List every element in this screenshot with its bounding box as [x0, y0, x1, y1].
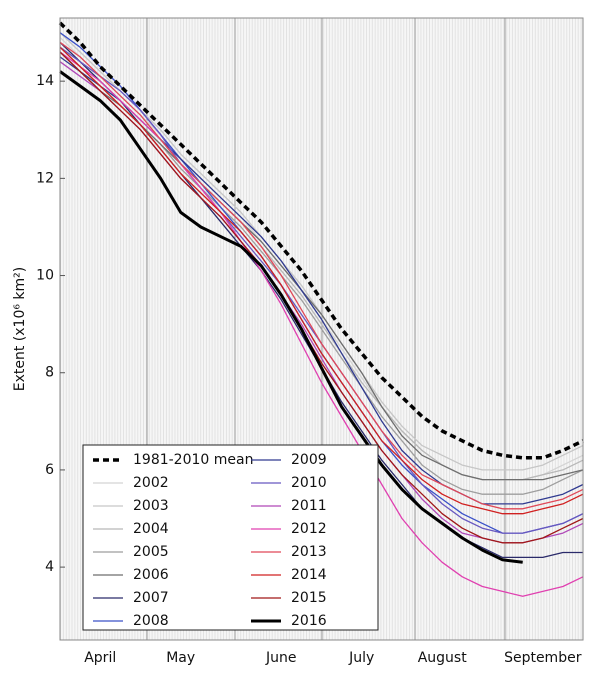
legend-label: 1981-2010 mean: [133, 452, 253, 468]
x-tick-label: July: [348, 650, 374, 666]
legend-box: [82, 444, 379, 631]
y-tick-label: 8: [45, 365, 54, 381]
legend-label: 2012: [291, 521, 327, 537]
x-tick-label: April: [84, 650, 116, 666]
legend: 1981-2010 mean 2002 2003 2004 2005 2006 2007 20…: [82, 444, 379, 631]
y-tick-label: 4: [45, 559, 54, 575]
y-tick-label: 6: [45, 462, 54, 478]
series-line: [59, 51, 584, 544]
legend-label: 2011: [291, 498, 327, 514]
series-line: [59, 41, 584, 510]
legend-label: 2004: [133, 521, 169, 537]
legend-label: 2007: [133, 590, 169, 606]
series-line: [59, 46, 584, 515]
series-line: [58, 21, 584, 460]
legend-label: 2008: [133, 613, 169, 629]
series-line: [59, 51, 584, 597]
y-tick-label: 14: [36, 73, 54, 89]
y-tick-label: 12: [36, 170, 54, 186]
x-tick-label: June: [265, 650, 297, 666]
series-line: [59, 51, 584, 481]
legend-label: 2013: [291, 544, 327, 560]
legend-label: 2014: [291, 567, 327, 583]
plot-frame: [59, 17, 584, 641]
legend-label: 2010: [291, 475, 327, 491]
y-axis-label: Extent (x10⁶ km²): [12, 267, 28, 392]
legend-label: 2015: [291, 590, 327, 606]
legend-label: 2003: [133, 498, 169, 514]
legend-label: 2006: [133, 567, 169, 583]
series-line: [59, 70, 523, 564]
y-tick-label: 10: [36, 268, 54, 284]
legend-label: 2005: [133, 544, 169, 560]
x-tick-label: May: [166, 650, 195, 666]
legend-label: 2002: [133, 475, 169, 491]
x-tick-label: August: [418, 650, 468, 666]
legend-label: 2009: [291, 452, 327, 468]
x-tick-label: September: [504, 650, 582, 666]
legend-label: 2016: [291, 613, 327, 629]
